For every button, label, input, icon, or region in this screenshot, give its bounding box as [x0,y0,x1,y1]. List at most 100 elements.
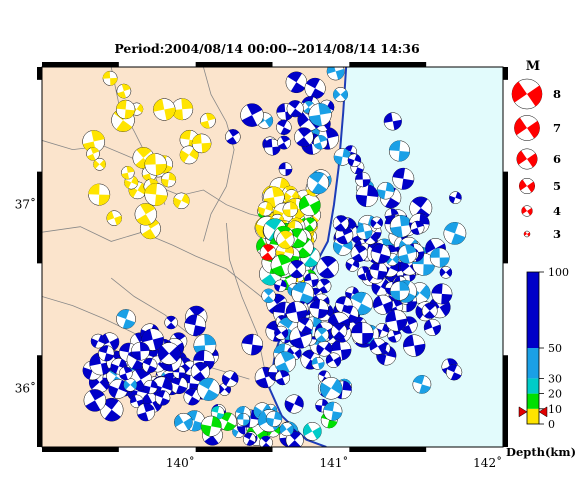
focal-mechanism [99,397,124,422]
focal-mechanism [116,309,136,329]
depth-marker [518,406,548,418]
focal-mechanism [388,140,411,162]
depth-tick-label: 0 [548,418,555,431]
magnitude-legend-ball [514,115,540,141]
focal-mechanism [274,351,296,374]
focal-mechanism [285,71,308,94]
depth-color-band [527,378,539,394]
focal-mechanism [439,266,453,279]
focal-mechanism [445,364,463,381]
focal-mechanism [314,327,330,343]
focal-mechanism [383,112,402,131]
focal-mechanism [385,309,408,332]
focal-mechanism [313,135,328,150]
focal-mechanism [144,182,168,207]
focal-mechanism [316,278,332,294]
focal-mechanism [410,220,425,235]
magnitude-label: 7 [553,121,561,135]
focal-mechanism [449,191,462,205]
focal-mechanism [164,315,178,330]
focal-mechanism [115,99,136,120]
focal-mechanism [257,201,273,217]
magnitude-legend-ball [511,78,543,110]
depth-scale-label: Depth(km) [506,445,576,459]
focal-mechanism [274,370,291,386]
focal-mechanism [356,223,373,240]
focal-mechanism [349,291,373,316]
focal-mechanism [370,216,384,230]
focal-mechanism [291,281,315,305]
focal-mechanism [210,405,225,420]
lat-tick-label: 37˚ [15,197,36,212]
focal-mechanism [161,172,177,188]
focal-mechanism [110,358,128,375]
focal-mechanism [98,345,115,362]
depth-color-band [527,408,539,424]
focal-mechanism [170,376,188,395]
focal-mechanism [241,333,264,356]
focal-mechanism [274,325,289,340]
focal-mechanism-layer [82,67,467,447]
focal-mechanism [240,103,264,127]
focal-mechanism [106,210,122,226]
focal-mechanism [308,103,332,127]
focal-mechanism [154,390,171,406]
focal-mechanism [319,377,343,400]
focal-mechanism [144,153,167,176]
magnitude-label: 3 [553,227,561,241]
focal-mechanism [323,401,343,421]
magnitude-label: 5 [553,179,561,193]
depth-tick-label: 10 [548,403,562,416]
focal-mechanism [311,356,325,370]
focal-mechanism [369,261,388,280]
depth-color-band [527,393,539,409]
focal-mechanism [282,201,299,218]
focal-mechanism [157,342,181,365]
focal-mechanism [332,215,350,232]
prefecture-boundaries [42,67,273,380]
depth-color-band [527,348,539,379]
focal-mechanism [325,352,342,368]
focal-mechanism [294,127,314,147]
focal-mechanism [443,222,467,245]
map-frame [37,62,508,452]
focal-mechanism [316,255,339,279]
focal-mechanism [270,254,293,277]
magnitude-label: 6 [553,152,561,166]
focal-mechanism [298,194,321,217]
magnitude-label: 8 [553,87,561,101]
latitude-axis: 37˚ 36˚ [15,197,36,396]
mainshock-epicenter [259,244,277,261]
focal-mechanism [236,412,250,427]
focal-mechanism [351,321,374,345]
focal-mechanism [118,366,133,381]
focal-mechanism [397,244,417,264]
focal-mechanism [276,119,292,136]
focal-mechanism [330,322,348,340]
focal-mechanism [316,340,333,357]
focal-mechanism [263,138,281,156]
depth-tick-label: 20 [548,388,562,401]
focal-mechanism [242,432,257,446]
focal-mechanism [200,112,216,129]
focal-mechanism [429,247,450,268]
magnitude-legend-ball [516,148,538,170]
focal-mechanism [372,294,393,315]
focal-mechanism [184,314,207,337]
focal-mechanism [306,171,330,195]
focal-mechanism [297,317,314,334]
focal-mechanism [153,98,176,121]
focal-mechanism [278,162,293,176]
focal-mechanism [131,341,150,361]
depth-color-scale: 100 50 30 20 10 0 Depth(km) [506,266,576,459]
focal-mechanism [390,281,410,301]
focal-mechanism [304,77,326,99]
focal-mechanism [287,259,307,279]
focal-mechanism [369,337,387,355]
focal-mechanism [333,148,352,166]
magnitude-legend-ball [518,177,536,195]
focal-mechanism [286,100,304,118]
focal-mechanism [123,378,138,392]
focal-mechanism [350,244,368,262]
